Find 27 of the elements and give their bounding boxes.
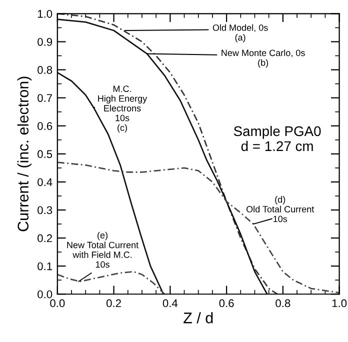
y-tick-label: 0.6 <box>38 122 52 130</box>
y-tick-label: 0.3 <box>38 206 52 214</box>
x-tick-label: 0.8 <box>276 299 290 308</box>
y-tick-label: 0.8 <box>38 66 52 74</box>
x-tick-label: 0.0 <box>50 299 65 308</box>
y-axis-title: Current / (inc. electron) <box>17 76 32 232</box>
x-tick-label: 0.2 <box>106 299 121 308</box>
line-series <box>57 72 164 294</box>
y-tick-label: 1.0 <box>38 10 52 18</box>
y-tick-label: 0.7 <box>38 94 52 102</box>
y-tick-label: 0.5 <box>38 150 52 158</box>
annotation: M.C. High Energy Electrons 10s (c) <box>98 86 148 133</box>
line-series <box>57 270 166 294</box>
y-tick-label: 0.9 <box>38 38 52 46</box>
y-tick-label: 0.1 <box>38 262 52 270</box>
annotation: Old Model, 0s (a) <box>212 24 268 42</box>
x-axis-title: Z / d <box>184 312 213 324</box>
x-tick-label: 1.0 <box>332 299 347 308</box>
annotation: (d) Old Total Current 10s <box>246 196 314 222</box>
x-tick-label: 0.4 <box>162 299 178 308</box>
y-tick-label: 0.2 <box>38 234 52 242</box>
y-tick-label: 0.0 <box>38 290 52 298</box>
y-tick-label: 0.4 <box>38 178 52 186</box>
annotation: New Monte Carlo, 0s (b) <box>222 49 305 68</box>
annotation: Sample PGA0 d = 1.27 cm <box>234 126 321 152</box>
annotation: (e) New Total Current with Field M.C. 10s <box>67 232 138 268</box>
x-tick-label: 0.6 <box>219 299 234 308</box>
